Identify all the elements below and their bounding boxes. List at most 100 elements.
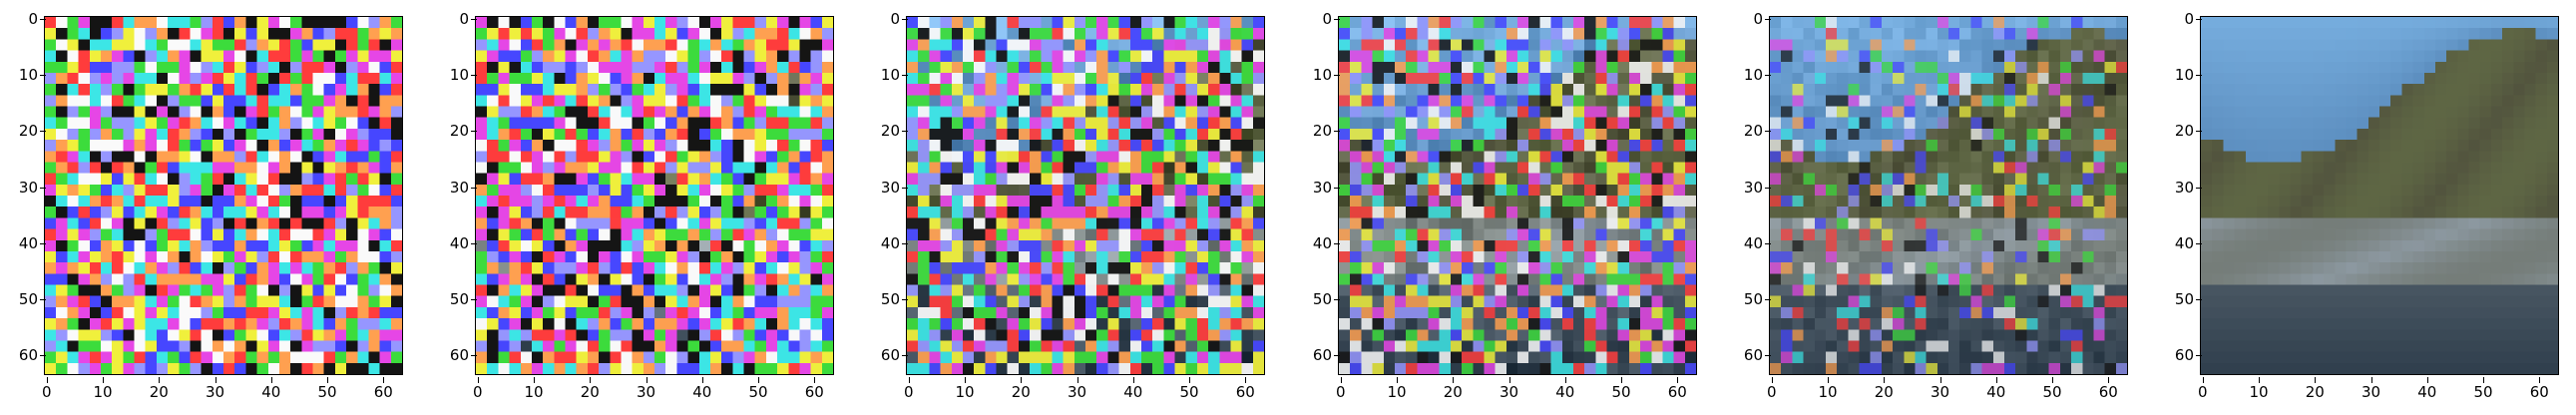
y-tick-label: 60 [2160, 348, 2202, 363]
x-tick-label: 20 [2300, 377, 2330, 400]
x-tick-label: 50 [743, 377, 773, 400]
denoised-image [907, 17, 1264, 374]
y-tick-label: 0 [2160, 11, 2202, 27]
x-tick-label: 40 [687, 377, 717, 400]
y-tick-label: 10 [1298, 68, 1340, 83]
image-panel-6: 0 10 20 30 40 50 60 0 10 20 30 40 50 60 [2156, 0, 2575, 415]
x-tick-label: 10 [519, 377, 549, 400]
x-tick-label: 0 [32, 377, 62, 400]
x-tick-label: 20 [144, 377, 174, 400]
x-tick-label: 50 [312, 377, 342, 400]
denoised-image [2201, 17, 2558, 374]
y-tick-label: 30 [866, 180, 908, 196]
y-tick-label: 20 [1729, 124, 1771, 139]
x-tick-label: 60 [2093, 377, 2123, 400]
y-tick-label: 10 [1729, 68, 1771, 83]
x-tick-label: 20 [1438, 377, 1468, 400]
y-tick-label: 60 [4, 348, 46, 363]
y-tick-label: 40 [866, 235, 908, 251]
y-tick-label: 50 [435, 292, 477, 307]
x-tick-label: 40 [1550, 377, 1580, 400]
y-tick-label: 20 [866, 124, 908, 139]
image-frame [906, 16, 1265, 375]
y-tick-label: 10 [435, 68, 477, 83]
image-panel-4: 0 10 20 30 40 50 60 0 10 20 30 40 50 60 [1294, 0, 1713, 415]
x-tick-label: 10 [2244, 377, 2274, 400]
image-frame [44, 16, 403, 375]
x-tick-label: 30 [1495, 377, 1524, 400]
y-tick-label: 30 [2160, 180, 2202, 196]
y-tick-label: 60 [1729, 348, 1771, 363]
x-tick-label: 50 [2037, 377, 2067, 400]
y-tick-label: 10 [4, 68, 46, 83]
x-tick-label: 30 [1926, 377, 1955, 400]
x-tick-label: 0 [2188, 377, 2218, 400]
x-tick-label: 20 [575, 377, 605, 400]
y-tick-label: 40 [2160, 235, 2202, 251]
x-tick-label: 60 [1230, 377, 1260, 400]
x-tick-label: 0 [463, 377, 493, 400]
y-tick-label: 10 [2160, 68, 2202, 83]
y-tick-label: 40 [435, 235, 477, 251]
y-tick-label: 20 [4, 124, 46, 139]
x-tick-label: 60 [1662, 377, 1692, 400]
image-frame [2200, 16, 2559, 375]
image-frame [1769, 16, 2128, 375]
x-tick-label: 10 [1813, 377, 1843, 400]
x-tick-label: 60 [799, 377, 829, 400]
x-tick-label: 40 [1118, 377, 1148, 400]
x-tick-label: 20 [1006, 377, 1036, 400]
y-tick-label: 30 [435, 180, 477, 196]
y-tick-label: 40 [4, 235, 46, 251]
y-tick-label: 60 [1298, 348, 1340, 363]
y-tick-label: 30 [1298, 180, 1340, 196]
x-tick-label: 30 [2357, 377, 2386, 400]
y-tick-label: 50 [1729, 292, 1771, 307]
y-tick-label: 0 [4, 11, 46, 27]
x-tick-label: 0 [1326, 377, 1356, 400]
y-tick-label: 10 [866, 68, 908, 83]
image-panel-3: 0 10 20 30 40 50 60 0 10 20 30 40 50 60 [862, 0, 1281, 415]
y-tick-label: 50 [2160, 292, 2202, 307]
image-frame [475, 16, 834, 375]
x-tick-label: 10 [1382, 377, 1412, 400]
y-tick-label: 0 [435, 11, 477, 27]
x-tick-label: 40 [256, 377, 286, 400]
y-tick-label: 50 [1298, 292, 1340, 307]
x-tick-label: 0 [894, 377, 924, 400]
x-tick-label: 30 [201, 377, 230, 400]
y-tick-label: 40 [1298, 235, 1340, 251]
image-panel-1: 0 10 20 30 40 50 60 0 10 20 30 40 50 60 [0, 0, 419, 415]
x-tick-label: 30 [1063, 377, 1092, 400]
denoised-image [45, 17, 402, 374]
y-tick-label: 40 [1729, 235, 1771, 251]
y-tick-label: 60 [866, 348, 908, 363]
x-tick-label: 10 [88, 377, 118, 400]
y-tick-label: 50 [4, 292, 46, 307]
x-tick-label: 50 [1174, 377, 1204, 400]
x-tick-label: 20 [1869, 377, 1899, 400]
denoised-image [1339, 17, 1696, 374]
y-tick-label: 60 [435, 348, 477, 363]
image-panel-5: 0 10 20 30 40 50 60 0 10 20 30 40 50 60 [1725, 0, 2144, 415]
x-tick-label: 0 [1757, 377, 1787, 400]
denoised-image [1770, 17, 2127, 374]
y-tick-label: 0 [1298, 11, 1340, 27]
y-tick-label: 30 [1729, 180, 1771, 196]
x-tick-label: 50 [1606, 377, 1636, 400]
denoised-image [476, 17, 833, 374]
x-tick-label: 40 [2412, 377, 2442, 400]
x-tick-label: 30 [632, 377, 661, 400]
x-tick-label: 60 [2524, 377, 2554, 400]
x-tick-label: 60 [368, 377, 398, 400]
y-tick-label: 0 [866, 11, 908, 27]
y-tick-label: 30 [4, 180, 46, 196]
y-tick-label: 20 [1298, 124, 1340, 139]
x-tick-label: 40 [1981, 377, 2011, 400]
image-frame [1338, 16, 1697, 375]
x-tick-label: 10 [950, 377, 980, 400]
x-tick-label: 50 [2468, 377, 2498, 400]
y-tick-label: 0 [1729, 11, 1771, 27]
y-tick-label: 20 [435, 124, 477, 139]
image-panel-2: 0 10 20 30 40 50 60 0 10 20 30 40 50 60 [431, 0, 850, 415]
